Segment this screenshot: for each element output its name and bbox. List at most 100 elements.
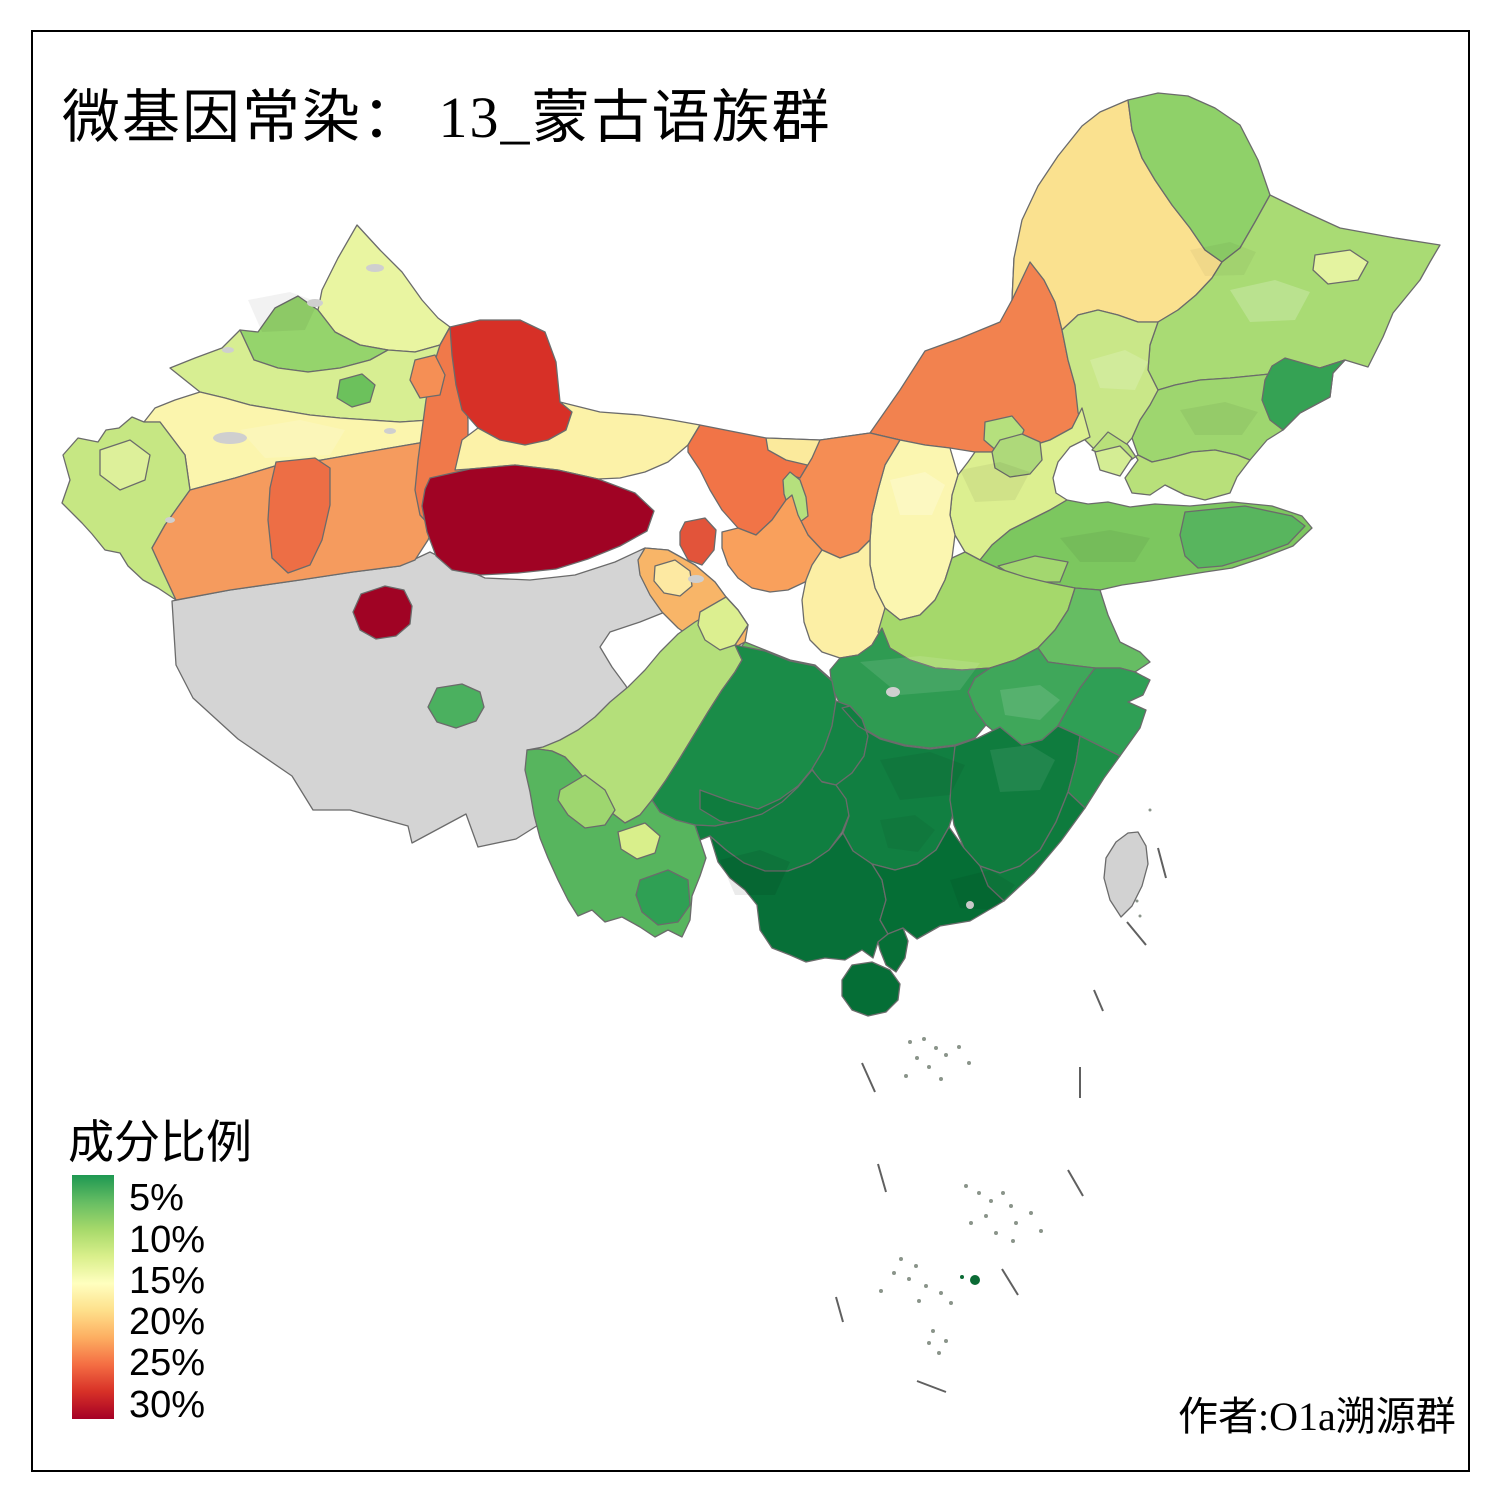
region-crimson-blob (352, 585, 413, 640)
lake (366, 264, 384, 272)
island-speck (927, 1065, 931, 1069)
island-speck (879, 1289, 883, 1293)
island-speck (964, 1184, 968, 1188)
region-xinjiang-urumqi (336, 373, 376, 408)
legend-tick-label: 15% (129, 1260, 206, 1302)
island-speck (908, 1040, 912, 1044)
legend-title: 成分比例 (68, 1117, 252, 1168)
region-fujian (979, 791, 1086, 902)
island-speck (1039, 1229, 1043, 1233)
lake (213, 432, 247, 444)
texture-jiangxi (990, 745, 1055, 792)
nine-dash-line-segment (1067, 1169, 1084, 1197)
island-speck (937, 1351, 941, 1355)
island-speck (989, 1199, 993, 1203)
lake (307, 299, 323, 307)
lake (688, 575, 704, 583)
island-speck (1135, 899, 1139, 903)
region-heilongjiang-yellow-patch (1312, 249, 1369, 285)
island-speck (1001, 1191, 1005, 1195)
region-tibet-green-blob (427, 683, 485, 729)
texture-jilin (1180, 402, 1258, 435)
region-kashgar-light-patch (99, 439, 151, 491)
island-speck (1029, 1211, 1033, 1215)
nine-dash-line-segment (835, 1296, 844, 1323)
region-yunnan-pale-patch (617, 822, 661, 860)
lake (886, 687, 900, 697)
island-speck (944, 1339, 948, 1343)
island-speck (939, 1291, 943, 1295)
region-zhejiang (1067, 735, 1121, 809)
map-title: 微基因常染： 13_蒙古语族群 (62, 85, 832, 150)
legend-tick-label: 20% (129, 1301, 206, 1343)
lake (165, 517, 175, 523)
island-speck (949, 1301, 953, 1305)
island-speck (1138, 914, 1142, 918)
island-speck (977, 1191, 981, 1195)
island-speck (924, 1284, 928, 1288)
island-speck (931, 1329, 935, 1333)
nine-dash-line-segment (1093, 989, 1104, 1012)
region-yunnan-light-patch (557, 774, 616, 829)
texture-hubei (860, 656, 980, 695)
legend-tick-label: 30% (129, 1384, 206, 1426)
island-speck (1014, 1221, 1018, 1225)
legend-gradient-bar (72, 1175, 114, 1419)
region-beijing-patch (991, 433, 1043, 478)
island-speck (944, 1053, 948, 1057)
region-taiwan-gray (1103, 831, 1149, 918)
region-inner-mongolia-east-green (1061, 309, 1159, 456)
island-speck (1011, 1239, 1015, 1243)
island-speck (966, 901, 974, 909)
texture-nmg-east (1090, 350, 1148, 390)
region-yanbian-dark-green (1261, 357, 1346, 431)
island-speck (969, 1221, 973, 1225)
island-speck (917, 1299, 921, 1303)
texture-tarim (240, 420, 345, 458)
nine-dash-line-segment (1001, 1268, 1019, 1296)
texture-hebei (960, 462, 1030, 502)
texture-anhui (1000, 685, 1060, 720)
island-speck (957, 1045, 961, 1049)
texture-xinjiang (248, 292, 318, 332)
region-linxia-red-blob (679, 517, 717, 566)
region-haixi-crimson (421, 464, 655, 576)
texture-shanxi (890, 472, 945, 515)
island-speck (914, 1264, 918, 1268)
island-speck (984, 1214, 988, 1218)
region-hainan (841, 961, 901, 1017)
island-speck (904, 1074, 908, 1078)
texture-heilongjiang (1230, 280, 1310, 322)
island-speck (922, 1037, 926, 1041)
nine-dash-line-segment (877, 1163, 887, 1193)
legend-tick-label: 10% (129, 1219, 206, 1261)
island-speck (994, 1231, 998, 1235)
lake (222, 347, 234, 353)
island-speck (970, 1275, 980, 1285)
region-liaoxi-patch (1094, 445, 1133, 477)
legend-tick-label: 5% (129, 1177, 184, 1219)
region-turpan-patch (409, 354, 446, 399)
nine-dash-line-segment (1126, 921, 1147, 946)
texture-hunan-n (880, 752, 965, 800)
island-speck (967, 1061, 971, 1065)
texture-shandong (1060, 530, 1150, 562)
author-credit: 作者:O1a溯源群 (1178, 1394, 1456, 1439)
texture-guangxi (720, 850, 790, 895)
island-speck (892, 1271, 896, 1275)
island-speck (1009, 1204, 1013, 1208)
legend-tick-label: 25% (129, 1342, 206, 1384)
texture-hulunbuir (1190, 242, 1256, 276)
region-xining-pale (653, 559, 693, 597)
nine-dash-line-segment (1157, 847, 1167, 879)
island-speck (960, 1275, 964, 1279)
plot-frame (31, 30, 1470, 1472)
texture-guangdong (950, 870, 1015, 910)
island-speck (907, 1277, 911, 1281)
texture-hunan-s (880, 815, 935, 852)
island-speck (934, 1046, 938, 1050)
region-ningxia-orange (721, 494, 823, 593)
lake (384, 428, 396, 434)
